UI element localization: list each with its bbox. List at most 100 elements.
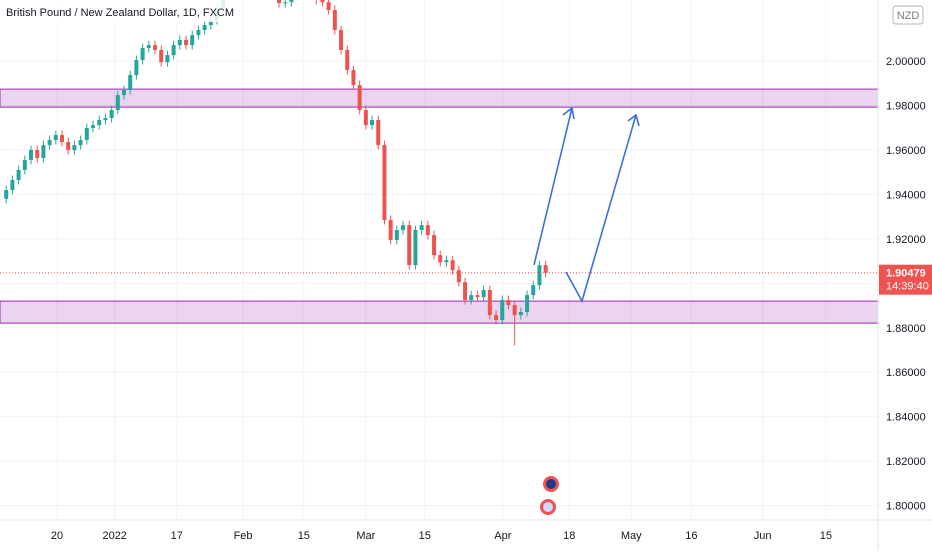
y-tick-label: 1.88000 bbox=[886, 323, 926, 335]
candle-body bbox=[494, 315, 499, 320]
candle-body bbox=[525, 295, 530, 312]
candle-body bbox=[469, 295, 474, 300]
candle-body bbox=[363, 110, 368, 126]
candle-body bbox=[208, 20, 213, 26]
candle-body bbox=[376, 120, 381, 146]
candle-body bbox=[41, 145, 46, 158]
flag-icon-inner bbox=[546, 479, 556, 489]
candle-body bbox=[134, 60, 139, 76]
candle-body bbox=[97, 120, 102, 126]
candle-body bbox=[450, 260, 455, 271]
title-bg bbox=[0, 0, 232, 22]
candle-body bbox=[320, 0, 325, 3]
y-tick-label: 1.80000 bbox=[886, 501, 926, 513]
y-tick-label: 1.98000 bbox=[886, 101, 926, 113]
currency-badge[interactable] bbox=[892, 5, 924, 25]
candle-body bbox=[345, 50, 350, 70]
candle-body bbox=[78, 140, 83, 146]
candle-body bbox=[153, 45, 158, 50]
candle-body bbox=[339, 30, 344, 50]
candle-body bbox=[289, 0, 294, 3]
candle-body bbox=[16, 170, 21, 180]
y-tick-label: 1.96000 bbox=[886, 145, 926, 157]
zone bbox=[0, 88, 878, 108]
x-tick-label: May bbox=[621, 530, 642, 542]
candle-body bbox=[66, 142, 71, 150]
candle-body bbox=[177, 40, 182, 46]
x-tick-label: 20 bbox=[51, 530, 63, 542]
y-tick-label: 1.94000 bbox=[886, 189, 926, 201]
candle-body bbox=[537, 265, 542, 286]
arrow-head-1 bbox=[562, 106, 575, 120]
x-tick-label: Feb bbox=[234, 530, 253, 542]
candle-body bbox=[29, 150, 34, 160]
candle-body bbox=[22, 160, 27, 170]
last-price-label: 1.90479 bbox=[886, 268, 926, 280]
candle-body bbox=[481, 290, 486, 298]
candle-body bbox=[53, 135, 58, 140]
candle-body bbox=[413, 230, 418, 266]
last-price-tag bbox=[879, 264, 932, 295]
y-tick-label: 1.84000 bbox=[886, 412, 926, 424]
chart-title: British Pound / New Zealand Dollar, 1D, … bbox=[6, 7, 234, 19]
x-tick-label: Jun bbox=[754, 530, 772, 542]
candle-body bbox=[475, 295, 480, 298]
candle-body bbox=[382, 145, 387, 220]
x-tick-label: Apr bbox=[494, 530, 511, 542]
candle-body bbox=[543, 265, 548, 273]
candle-body bbox=[500, 300, 505, 320]
candle-body bbox=[103, 118, 108, 120]
y-tick-label: 1.86000 bbox=[886, 367, 926, 379]
candle-body bbox=[171, 45, 176, 56]
x-tick-label: Mar bbox=[356, 530, 375, 542]
countdown-label: 14:39:40 bbox=[886, 281, 929, 293]
arrow-zigzag bbox=[565, 114, 637, 304]
candle-body bbox=[518, 312, 523, 316]
x-tick-label: 16 bbox=[685, 530, 697, 542]
candle-body bbox=[190, 35, 195, 46]
candle-body bbox=[47, 140, 52, 146]
candle-body bbox=[357, 85, 362, 110]
candle-body bbox=[277, 0, 282, 4]
candle-body bbox=[10, 180, 15, 190]
candle-body bbox=[456, 270, 461, 283]
flag-icon-inner bbox=[543, 502, 553, 512]
candle-body bbox=[326, 2, 331, 10]
candle-body bbox=[388, 220, 393, 240]
candle-body bbox=[115, 95, 120, 110]
candle-body bbox=[4, 190, 9, 199]
candle-body bbox=[407, 225, 412, 266]
x-tick-label: 18 bbox=[563, 530, 575, 542]
candle-body bbox=[60, 135, 65, 142]
candle-body bbox=[35, 150, 40, 158]
candle-body bbox=[184, 40, 189, 46]
candle-body bbox=[332, 10, 337, 30]
candle-body bbox=[463, 282, 468, 300]
y-tick-label: 1.82000 bbox=[886, 456, 926, 468]
y-tick-label: 2.00000 bbox=[886, 56, 926, 68]
candle-body bbox=[370, 120, 375, 126]
candle-body bbox=[438, 255, 443, 263]
currency-label: NZD bbox=[897, 10, 920, 22]
candle-body bbox=[202, 25, 207, 30]
x-tick-label: 2022 bbox=[102, 530, 126, 542]
candle-body bbox=[196, 30, 201, 36]
candles bbox=[0, 0, 878, 346]
grid bbox=[0, 0, 878, 520]
candle-body bbox=[84, 128, 89, 140]
x-tick-label: 15 bbox=[820, 530, 832, 542]
candle-body bbox=[122, 90, 127, 96]
x-tick-label: 15 bbox=[298, 530, 310, 542]
axes: 1.800001.820001.840001.860001.880001.900… bbox=[51, 56, 932, 542]
arrow-head-2 bbox=[627, 113, 640, 127]
candle-body bbox=[140, 48, 145, 60]
candle-body bbox=[487, 290, 492, 316]
arrow-up-1 bbox=[533, 107, 573, 266]
x-tick-label: 17 bbox=[171, 530, 183, 542]
candle-body bbox=[91, 125, 96, 128]
zones bbox=[0, 88, 878, 324]
candle-body bbox=[419, 225, 424, 230]
zone bbox=[0, 300, 878, 324]
candle-body bbox=[109, 110, 114, 118]
